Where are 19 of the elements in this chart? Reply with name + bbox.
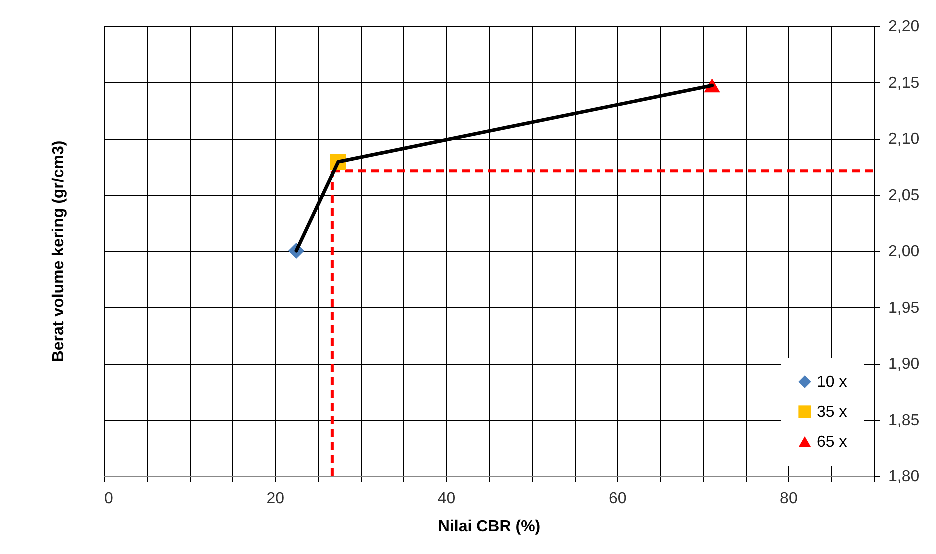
- y-tick-label: 2,20: [888, 18, 920, 36]
- y-tick-label: 1,85: [888, 412, 920, 430]
- x-tick-label: 20: [266, 490, 285, 508]
- x-tick-label: 0: [104, 490, 114, 508]
- y-tick-label: 2,15: [888, 74, 920, 92]
- x-tick-label: 40: [438, 490, 456, 508]
- legend-label: 35 x: [817, 404, 848, 421]
- y-tick-label: 1,90: [888, 356, 920, 373]
- y-tick-label: 2,00: [888, 244, 920, 260]
- y-tick-label: 1,95: [888, 300, 920, 317]
- x-axis-title: Nilai CBR (%): [438, 518, 541, 536]
- y-tick-label: 2,10: [888, 131, 920, 148]
- y-tick-label: 1,80: [888, 468, 920, 486]
- legend-label: 65 x: [817, 434, 848, 451]
- y-tick-label: 2,05: [888, 187, 920, 204]
- x-tick-label: 60: [608, 490, 627, 508]
- x-tick-label: 80: [780, 490, 798, 508]
- y-axis-title: Berat volume kering (gr/cm3): [50, 140, 68, 362]
- legend-label: 10 x: [817, 374, 848, 391]
